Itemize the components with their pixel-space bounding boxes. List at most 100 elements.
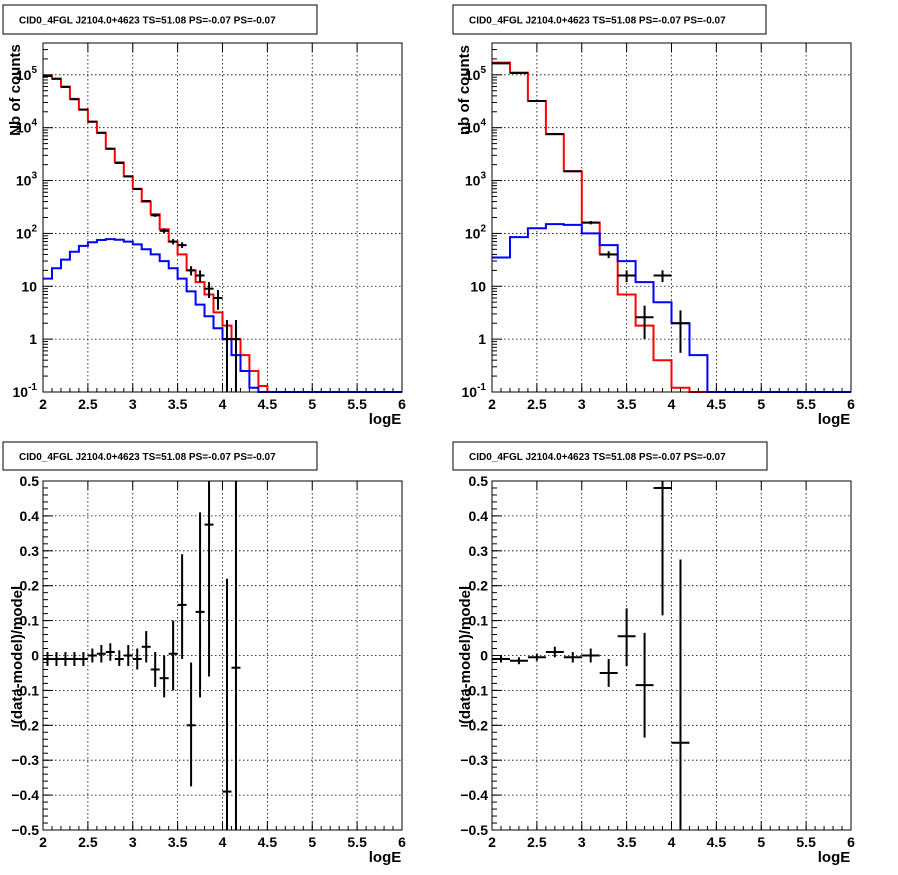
x-tick-label: 5.5 <box>796 834 816 850</box>
x-tick-label: 5.5 <box>347 396 367 412</box>
y-tick-label: 0 <box>31 648 39 664</box>
y-tick-label: −0.1 <box>11 682 39 698</box>
y-tick-label: −0.2 <box>460 717 488 733</box>
data-point <box>635 305 654 340</box>
x-axis-label: logE <box>369 411 402 428</box>
y-tick-label: 0.3 <box>469 543 489 559</box>
chart-panel-3: 2 2.5 3 3.5 4 4.5 5 5.5 6 −0.5 −0.4 −0.3 −0.2 −0.1 0 0.… <box>2 441 406 866</box>
data-point <box>141 631 151 663</box>
data-point <box>599 251 618 259</box>
data-point <box>213 290 223 310</box>
x-tick-label: 4 <box>219 834 227 850</box>
x-tick-label: 3.5 <box>168 396 188 412</box>
data-point <box>186 662 196 787</box>
data-point <box>141 199 151 203</box>
data-point <box>96 645 106 663</box>
data-point <box>222 578 232 830</box>
x-tick-label: 6 <box>398 396 406 412</box>
x-tick-label: 5.5 <box>347 834 367 850</box>
y-tick-label: 0.5 <box>469 473 489 489</box>
data-point <box>635 632 654 738</box>
chart-title: CID0_4FGL J2104.0+4623 TS=51.08 PS=-0.07… <box>469 16 726 27</box>
x-tick-label: 4.5 <box>258 396 278 412</box>
y-tick-label: 0.4 <box>469 508 489 524</box>
x-tick-label: 3.5 <box>617 834 637 850</box>
x-tick-label: 3.5 <box>617 396 637 412</box>
data-point <box>114 161 124 164</box>
data-point <box>231 320 241 392</box>
y-tick-label: 0.2 <box>469 578 489 594</box>
x-tick-label: 4 <box>219 396 227 412</box>
y-tick-label: 0.1 <box>20 613 40 629</box>
data-point <box>159 655 169 698</box>
data-point <box>222 320 232 392</box>
data-point <box>492 62 510 65</box>
x-tick-label: 3 <box>578 396 586 412</box>
data-point <box>105 147 115 150</box>
data-point <box>78 108 88 111</box>
x-tick-label: 5 <box>757 834 765 850</box>
data-point <box>527 653 546 661</box>
data-point <box>186 266 196 276</box>
y-tick-label: 102 <box>465 223 487 241</box>
y-tick-label: −0.4 <box>11 787 39 803</box>
data-point <box>69 98 79 101</box>
data-point <box>105 643 115 661</box>
data-point <box>168 239 178 245</box>
plot-frame <box>42 480 403 831</box>
x-axis-label: logE <box>369 849 402 866</box>
plot-frame <box>491 42 852 393</box>
data-point <box>150 213 160 217</box>
data-point <box>150 652 160 687</box>
y-axis-label: nb of counts <box>456 45 473 135</box>
title-box <box>2 441 318 471</box>
data-point <box>123 175 133 178</box>
data-point <box>195 270 205 283</box>
x-tick-label: 2.5 <box>78 834 98 850</box>
data-point <box>60 652 70 666</box>
x-tick-label: 2.5 <box>527 834 547 850</box>
y-tick-label: 0.4 <box>20 508 40 524</box>
x-tick-label: 3.5 <box>168 834 188 850</box>
x-tick-label: 2 <box>488 834 496 850</box>
y-axis-label: (data-model)/model <box>457 586 474 724</box>
x-tick-label: 2 <box>39 834 47 850</box>
x-tick-label: 6 <box>847 396 855 412</box>
data-point <box>581 648 600 663</box>
x-tick-label: 4.5 <box>707 834 727 850</box>
data-point <box>168 620 178 691</box>
data-point <box>51 652 61 666</box>
y-tick-label: −0.5 <box>11 822 39 838</box>
x-tick-label: 3 <box>578 834 586 850</box>
y-tick-label: 1 <box>29 331 37 347</box>
x-axis-label: logE <box>818 411 851 428</box>
data-point <box>653 481 672 616</box>
plot-frame <box>491 480 852 831</box>
data-point <box>87 648 97 663</box>
x-tick-label: 4.5 <box>258 834 278 850</box>
y-tick-label: 0.1 <box>469 613 489 629</box>
y-tick-label: 103 <box>16 171 38 189</box>
data-point <box>617 270 636 283</box>
x-axis-label: logE <box>818 849 851 866</box>
chart-title: CID0_4FGL J2104.0+4623 TS=51.08 PS=-0.07… <box>19 452 276 463</box>
data-point <box>671 559 690 830</box>
y-tick-label: 102 <box>16 223 38 241</box>
y-tick-label: 0 <box>480 648 488 664</box>
data-point <box>177 554 187 659</box>
data-point <box>563 652 582 663</box>
y-tick-label: 10-1 <box>462 382 487 400</box>
y-tick-label: −0.3 <box>11 752 39 768</box>
data-point <box>51 77 61 80</box>
y-tick-label: 1 <box>478 331 486 347</box>
x-tick-label: 2.5 <box>527 396 547 412</box>
y-axis-label: Nb of counts <box>7 44 24 136</box>
plot-area <box>43 481 402 830</box>
title-box <box>452 4 767 35</box>
data-point <box>204 282 214 299</box>
y-tick-label: 10 <box>470 278 486 294</box>
chart-title: CID0_4FGL J2104.0+4623 TS=51.08 PS=-0.07… <box>469 452 726 463</box>
y-tick-label: 103 <box>465 171 487 189</box>
y-tick-label: −0.5 <box>460 822 488 838</box>
data-point <box>545 646 564 658</box>
